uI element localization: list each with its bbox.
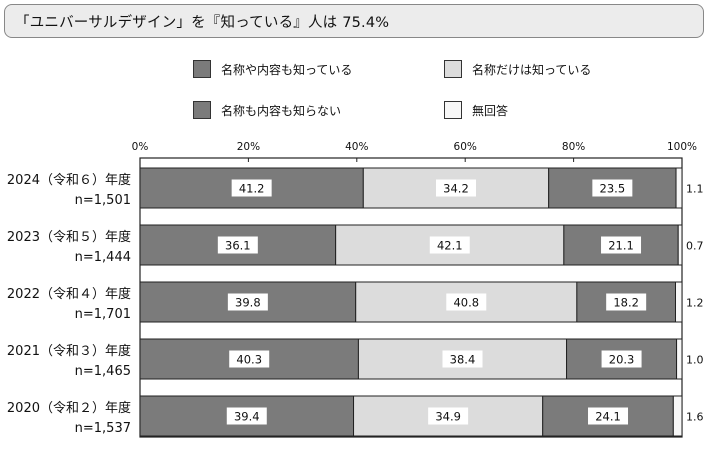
legend-swatch-unknown (193, 101, 211, 119)
bar-segment (672, 395, 683, 437)
data-label: 38.4 (450, 353, 476, 367)
category-label-n: n=1,537 (75, 421, 131, 436)
data-label-box (588, 407, 629, 425)
x-tick-label: 0% (132, 141, 149, 153)
data-label: 42.1 (437, 239, 463, 253)
data-label-box (229, 350, 270, 368)
data-label-box (429, 236, 470, 254)
data-label: 40.8 (453, 296, 479, 310)
data-label-box (428, 407, 469, 425)
data-label: 40.3 (236, 353, 262, 367)
data-label: 39.4 (234, 410, 260, 424)
bar-segment (676, 338, 683, 380)
legend-label-unknown: 名称も内容も知らない (221, 103, 342, 118)
legend-swatch-no-answer (444, 101, 462, 119)
data-label: 23.5 (600, 182, 626, 196)
data-label-outside: 1.2 (686, 297, 704, 310)
legend-swatch-known-content (193, 60, 211, 78)
data-label-box (217, 236, 258, 254)
legend-item-no-answer: 無回答 (444, 101, 508, 119)
data-label-outside: 0.7 (686, 240, 704, 253)
x-tick-label: 100% (667, 141, 697, 153)
data-label-outside: 1.0 (686, 354, 704, 367)
legend-item-name-only: 名称だけは知っている (444, 60, 591, 78)
category-label-n: n=1,465 (75, 364, 131, 379)
category-label-n: n=1,701 (75, 307, 131, 322)
data-label: 36.1 (225, 239, 251, 253)
legend-item-unknown: 名称も内容も知らない (193, 101, 341, 119)
legend-label-known-content: 名称や内容も知っている (221, 62, 353, 77)
bar-segment (674, 281, 683, 323)
data-label-box (592, 179, 633, 197)
headline-banner: 「ユニバーサルデザイン」を『知っている』人は 75.4% (4, 4, 704, 38)
x-tick-label: 60% (454, 141, 477, 153)
data-label-box (435, 179, 476, 197)
bar-segment (677, 224, 683, 266)
data-label-outside: 1.1 (686, 183, 704, 196)
data-label-box (442, 350, 483, 368)
x-tick-label: 20% (237, 141, 260, 153)
bar-segment (675, 167, 683, 209)
data-label: 18.2 (613, 296, 639, 310)
category-label-year: 2020（令和２）年度 (7, 400, 131, 416)
legend-swatch-name-only (444, 60, 462, 78)
data-label: 41.2 (239, 182, 265, 196)
data-label-box (226, 407, 267, 425)
data-label: 24.1 (595, 410, 621, 424)
data-label-outside: 1.6 (686, 411, 704, 424)
category-label-n: n=1,444 (75, 250, 131, 265)
category-label-year: 2021（令和３）年度 (7, 343, 131, 359)
data-label: 34.9 (435, 410, 461, 424)
category-label-n: n=1,501 (75, 193, 131, 208)
data-label-box (231, 179, 272, 197)
data-label: 20.3 (609, 353, 635, 367)
headline-text: 「ユニバーサルデザイン」を『知っている』人は 75.4% (15, 14, 390, 31)
data-label-box (606, 293, 647, 311)
x-tick-label: 80% (562, 141, 585, 153)
legend-item-known-content: 名称や内容も知っている (193, 60, 352, 78)
data-label-box (227, 293, 268, 311)
data-label: 21.1 (608, 239, 634, 253)
data-label-box (601, 350, 642, 368)
category-label-year: 2023（令和５）年度 (7, 229, 131, 245)
data-label-box (601, 236, 642, 254)
data-label: 39.8 (235, 296, 261, 310)
legend-label-no-answer: 無回答 (472, 103, 509, 118)
category-label-year: 2022（令和４）年度 (7, 286, 131, 302)
legend-label-name-only: 名称だけは知っている (472, 62, 592, 77)
category-label-year: 2024（令和６）年度 (7, 172, 131, 188)
data-label: 34.2 (443, 182, 469, 196)
data-label-box (446, 293, 487, 311)
x-tick-label: 40% (345, 141, 368, 153)
